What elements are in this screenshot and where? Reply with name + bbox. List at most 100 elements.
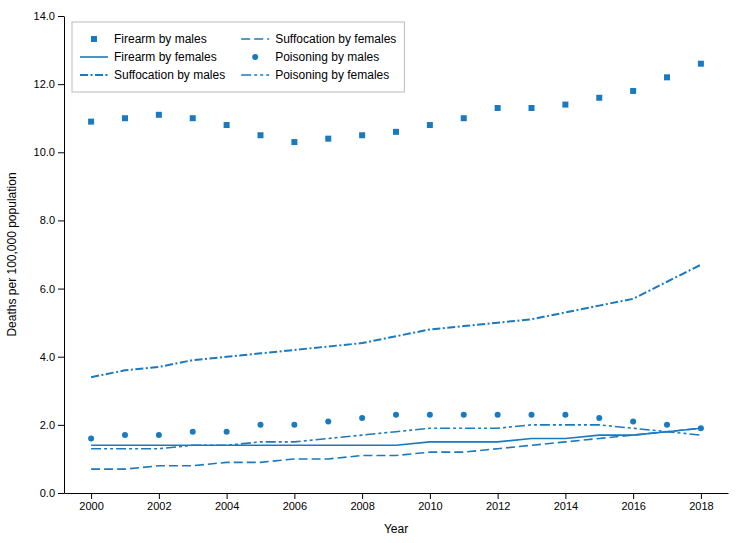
point	[393, 412, 399, 418]
tick-label: 2010	[418, 500, 442, 512]
tick: 4.0	[40, 351, 64, 363]
point	[664, 422, 670, 428]
series	[91, 265, 701, 377]
legend-swatch	[241, 74, 269, 76]
legend-item: Firearm by males	[91, 32, 207, 46]
point	[529, 412, 535, 418]
tick-mark	[58, 220, 64, 221]
point	[529, 105, 535, 111]
legend-item: Poisoning by males	[252, 50, 379, 64]
point	[257, 422, 263, 428]
legend-label: Suffocation by females	[275, 32, 396, 46]
legend-swatch	[80, 74, 108, 76]
tick-label: 2014	[554, 500, 578, 512]
point	[359, 415, 365, 421]
point	[596, 95, 602, 101]
tick-label: 10.0	[34, 146, 55, 158]
tick-label: 12.0	[34, 78, 55, 90]
point	[257, 132, 263, 138]
tick-mark	[633, 493, 634, 499]
tick-label: 6.0	[40, 283, 55, 295]
legend-label: Poisoning by females	[275, 68, 389, 82]
point	[427, 412, 433, 418]
legend-item: Poisoning by females	[241, 68, 389, 82]
line	[91, 425, 701, 449]
legend-label: Firearm by females	[114, 50, 217, 64]
tick-label: 2016	[621, 500, 645, 512]
legend: Firearm by males Firearm by females Suffoc…	[72, 22, 404, 92]
point	[630, 88, 636, 94]
tick: 2010	[418, 493, 442, 512]
chart: 2000 2002 2004 2006 2008 2010 2012 2014 2016 2018…	[0, 0, 750, 543]
tick-mark	[294, 493, 295, 499]
tick: 2018	[689, 493, 713, 512]
tick-mark	[701, 493, 702, 499]
line	[91, 428, 701, 445]
point	[224, 429, 230, 435]
point	[291, 139, 297, 145]
tick: 8.0	[40, 214, 64, 226]
tick-mark	[58, 84, 64, 85]
tick: 6.0	[40, 283, 64, 295]
point	[88, 435, 94, 441]
legend-box	[72, 22, 404, 92]
tick-label: 2008	[350, 500, 374, 512]
point	[562, 102, 568, 108]
y-axis-title: Deaths per 100,000 population	[5, 172, 19, 336]
point	[562, 412, 568, 418]
tick-label: 2004	[215, 500, 239, 512]
tick-label: 4.0	[40, 351, 55, 363]
tick-mark	[362, 493, 363, 499]
tick: 2006	[283, 493, 307, 512]
tick: 0.0	[40, 487, 64, 499]
tick: 2002	[147, 493, 171, 512]
line	[91, 265, 701, 377]
tick-label: 2000	[79, 500, 103, 512]
marks	[88, 61, 704, 469]
tick-mark	[430, 493, 431, 499]
x-axis: 2000 2002 2004 2006 2008 2010 2012 2014 2016 2018	[65, 493, 729, 512]
point	[122, 432, 128, 438]
tick: 2004	[215, 493, 239, 512]
point	[156, 432, 162, 438]
tick: 12.0	[34, 78, 64, 90]
tick-mark	[91, 493, 92, 499]
legend-swatch	[91, 36, 97, 42]
series	[91, 428, 701, 469]
point	[698, 61, 704, 67]
series	[91, 425, 701, 449]
legend-item: Firearm by females	[80, 50, 217, 64]
tick-label: 2002	[147, 500, 171, 512]
legend-swatch	[252, 54, 258, 60]
point	[664, 74, 670, 80]
tick-label: 0.0	[40, 487, 55, 499]
point	[461, 412, 467, 418]
tick-mark	[227, 493, 228, 499]
point	[495, 105, 501, 111]
tick: 2.0	[40, 419, 64, 431]
axis-domain	[64, 17, 65, 494]
point	[325, 136, 331, 142]
tick: 14.0	[34, 10, 64, 22]
tick-label: 8.0	[40, 214, 55, 226]
tick: 10.0	[34, 146, 64, 158]
point	[461, 115, 467, 121]
tick-mark	[58, 16, 64, 17]
tick-mark	[58, 493, 64, 494]
legend-item: Suffocation by males	[80, 68, 225, 82]
y-axis: 0.0 2.0 4.0 6.0 8.0 10.0 12.0 14.0	[34, 10, 65, 499]
x-axis-title: Year	[384, 522, 408, 536]
point	[393, 129, 399, 135]
point	[596, 415, 602, 421]
tick-mark	[58, 152, 64, 153]
tick-mark	[498, 493, 499, 499]
legend-label: Suffocation by males	[114, 68, 225, 82]
tick-label: 2012	[486, 500, 510, 512]
tick: 2008	[350, 493, 374, 512]
point	[698, 425, 704, 431]
legend-swatch	[241, 38, 269, 40]
point	[630, 418, 636, 424]
legend-label: Firearm by males	[114, 32, 207, 46]
tick-label: 2.0	[40, 419, 55, 431]
point	[224, 122, 230, 128]
